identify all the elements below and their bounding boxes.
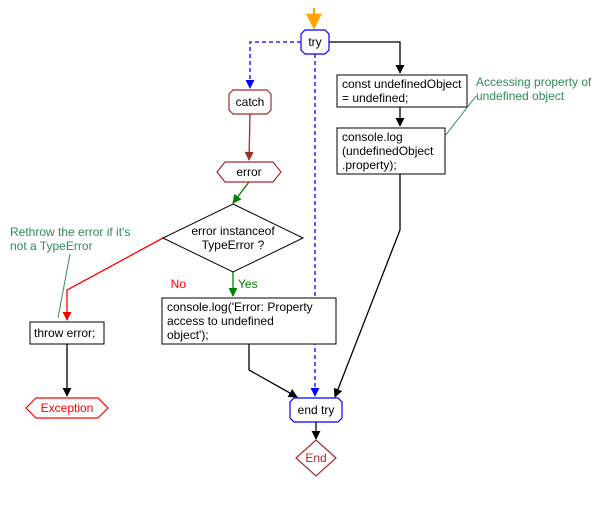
comment-2-line1: Rethrow the error if it's [10,225,130,239]
edge-label-no: No [171,277,187,291]
stmt1-line1: const undefinedObject [342,77,462,91]
log-err-line3: object'); [167,328,209,342]
stmt1-line2: = undefined; [342,91,408,105]
stmt2-line3: .property); [342,158,397,172]
edge-label-yes: Yes [238,277,258,291]
error-node: error [217,162,281,182]
end-label: End [305,451,326,465]
stmt2-node: console.log (undefinedObject .property); [337,128,445,174]
decision-line2: TypeError ? [202,238,265,252]
end-node: End [296,440,336,476]
error-label: error [236,165,261,179]
try-node: try [301,30,329,54]
log-err-line1: console.log('Error: Property [167,300,313,314]
endtry-label: end try [298,403,335,417]
decision-line1: error instanceof [191,224,275,238]
stmt2-line2: (undefinedObject [342,144,434,158]
flowchart-diagram: try const undefinedObject = undefined; c… [0,0,597,510]
try-label: try [308,35,321,49]
exception-node: Exception [26,398,108,418]
comment-1-line2: undefined object [476,89,565,103]
exception-label: Exception [41,401,94,415]
comment-2-line2: not a TypeError [10,239,93,253]
catch-label: catch [236,95,265,109]
comment-1-line1: Accessing property of [476,75,592,89]
throw-label: throw error; [34,326,95,340]
decision-node: error instanceof TypeError ? [163,204,303,272]
stmt2-line1: console.log [342,130,403,144]
log-err-node: console.log('Error: Property access to u… [162,298,336,344]
catch-node: catch [229,90,271,114]
endtry-node: end try [290,398,342,422]
throw-node: throw error; [30,322,104,344]
comment-2: Rethrow the error if it's not a TypeErro… [10,225,130,318]
log-err-line2: access to undefined [167,314,274,328]
stmt1-node: const undefinedObject = undefined; [337,75,467,107]
